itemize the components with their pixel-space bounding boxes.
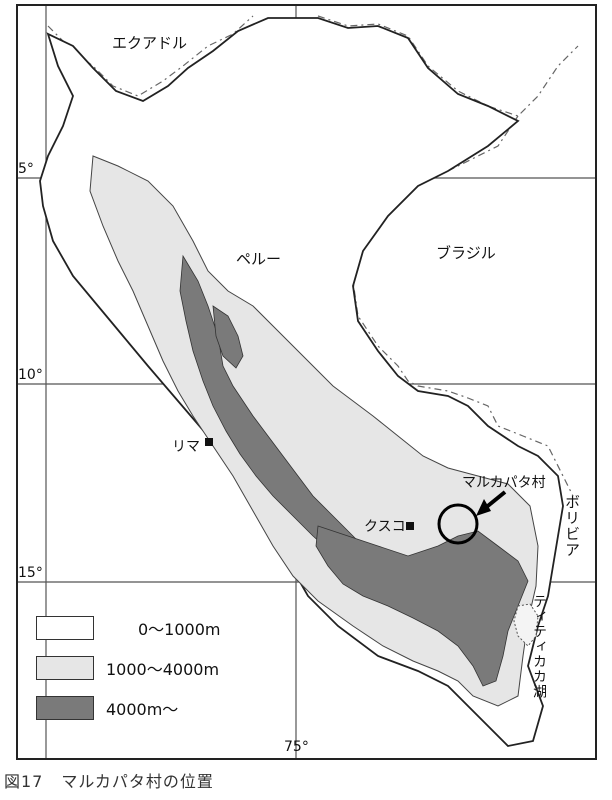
legend-swatch-high-altitude [36,696,94,720]
legend-label-lowland: 0〜1000m [138,620,221,639]
figure-number: 図17 [4,772,44,791]
legend-item-high-altitude: 4000m〜 [36,696,178,720]
label-bolivia: ボリビア [563,494,581,558]
marcapata-arrow-head [476,499,491,516]
legend-swatch-lowland [36,616,94,640]
colombia-border [317,15,579,117]
lima-marker [205,438,213,446]
map-frame: エクアドル ペルー ブラジル ボリビア リマ クスコ マルカパタ村 ティティカカ… [16,4,597,760]
figure-title: マルカパタ村の位置 [61,772,214,791]
marcapata-circle [437,503,479,545]
lat-label-5: 5° [18,161,34,177]
ridge-south [315,525,529,687]
legend-item-highland: 1000〜4000m [36,656,219,680]
legend-item-lowland: 0〜1000m [36,616,221,640]
legend-label-highland: 1000〜4000m [106,660,220,679]
lat-label-10: 10° [18,367,43,383]
cusco-marker [406,522,414,530]
label-peru: ペルー [236,250,282,268]
legend-label-high-altitude: 4000m〜 [106,700,179,719]
ecuador-border [47,15,254,97]
label-lake-titicaca: ティティカカ湖 [531,594,547,699]
lon-label-75: 75° [284,739,309,755]
lat-label-15: 15° [18,565,43,581]
ridge-central [212,305,244,369]
label-ecuador: エクアドル [112,34,188,52]
high-altitude-zones [179,254,529,687]
label-lima: リマ [172,439,200,455]
figure-caption: 図17 マルカパタ村の位置 [4,768,232,792]
map-canvas [18,6,595,758]
lake-titicaca [513,603,539,647]
legend-swatch-highland [36,656,94,680]
label-brazil: ブラジル [436,244,496,262]
label-cusco: クスコ [364,519,406,535]
label-marcapata: マルカパタ村 [462,475,546,491]
